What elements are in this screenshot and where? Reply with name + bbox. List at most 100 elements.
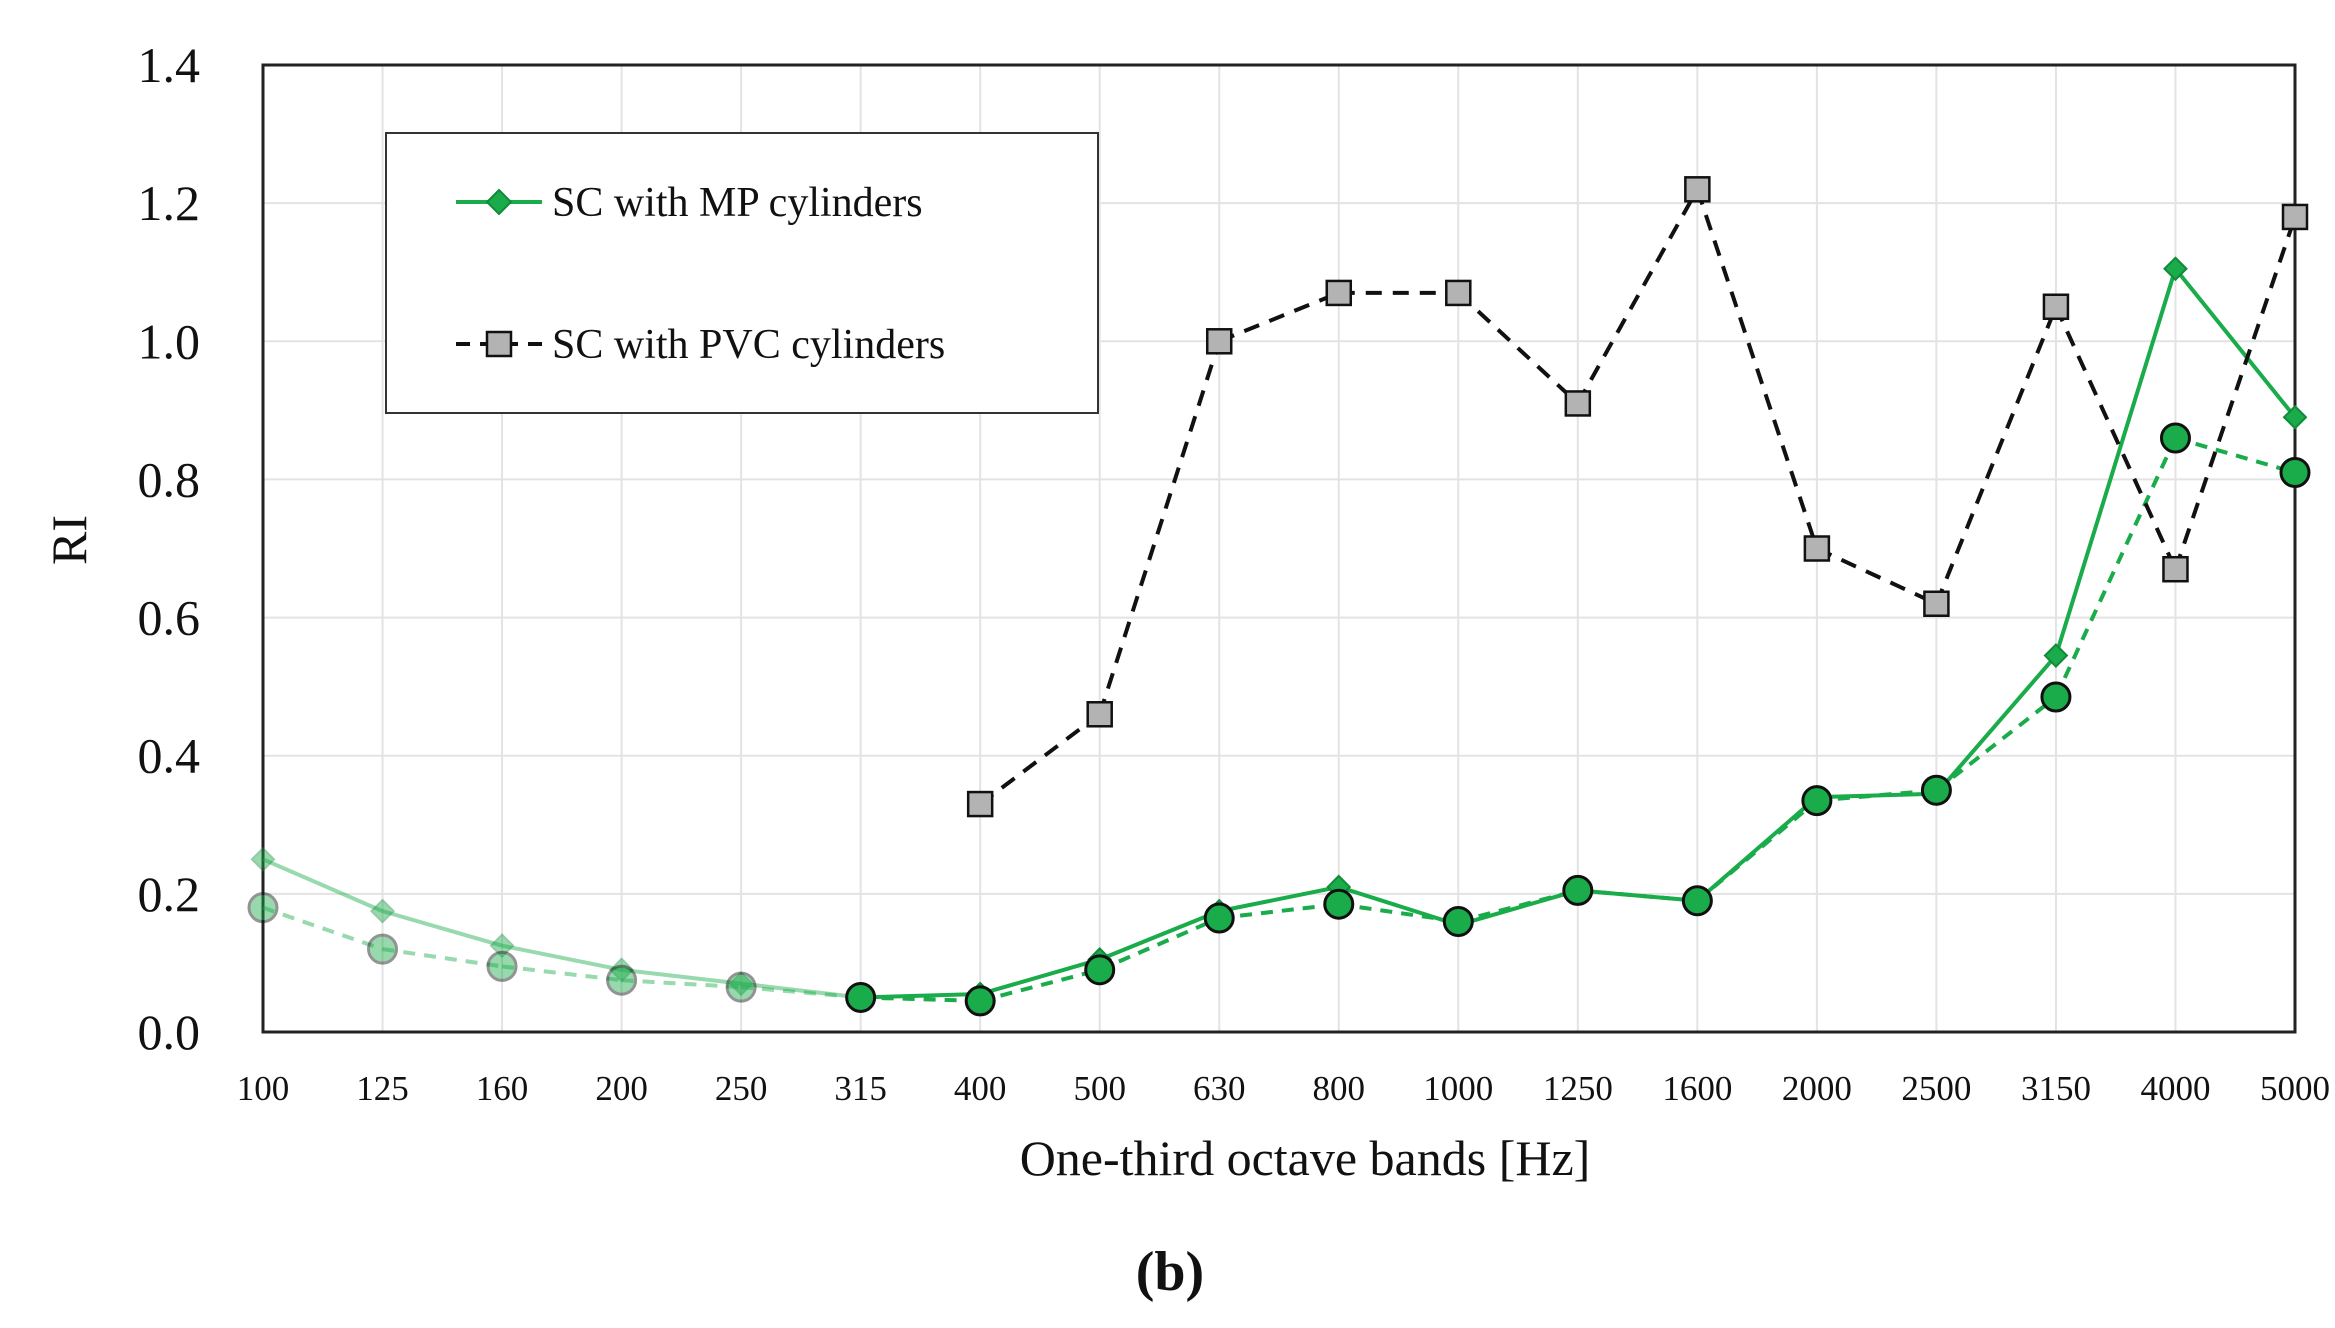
series-line-segment bbox=[1816, 791, 1937, 800]
circle-marker bbox=[1323, 888, 1355, 920]
x-tick-label: 160 bbox=[476, 1069, 529, 1108]
circle-marker bbox=[1920, 774, 1952, 806]
circle-marker bbox=[1681, 885, 1713, 917]
x-tick-label: 200 bbox=[595, 1069, 648, 1108]
series-line-segment bbox=[262, 857, 384, 913]
series-line-segment bbox=[979, 957, 1101, 996]
square-marker bbox=[1325, 279, 1353, 307]
square-marker bbox=[2162, 555, 2189, 583]
circle-marker bbox=[2279, 457, 2311, 489]
circle-marker bbox=[367, 933, 399, 965]
series-line-segment bbox=[501, 964, 622, 983]
series-line-segment bbox=[2054, 437, 2178, 698]
series-line-segment bbox=[979, 967, 1101, 1003]
square-marker bbox=[1205, 328, 1233, 355]
series-line-segment bbox=[860, 992, 981, 1000]
series-line-segment bbox=[740, 981, 861, 1000]
x-tick-label: 125 bbox=[356, 1069, 409, 1108]
series-line-segment bbox=[381, 909, 503, 948]
x-tick-label: 3150 bbox=[2021, 1069, 2091, 1108]
series-line-segment bbox=[2173, 267, 2297, 419]
circle-marker bbox=[606, 964, 638, 996]
square-marker bbox=[1086, 701, 1113, 728]
x-axis-title: One-third octave bands [Hz] bbox=[1020, 1130, 1591, 1186]
x-tick-label: 800 bbox=[1313, 1069, 1366, 1108]
y-tick-label: 0.6 bbox=[138, 590, 201, 646]
y-tick-label: 1.0 bbox=[138, 313, 201, 369]
legend-box bbox=[385, 132, 1099, 414]
circle-marker bbox=[964, 985, 996, 1017]
series-line-segment bbox=[621, 967, 742, 986]
y-axis-ticks: 0.0 0.2 0.4 0.6 0.8 1.0 1.2 1.4 bbox=[138, 37, 201, 1060]
circle-marker bbox=[2040, 681, 2072, 713]
diamond-marker bbox=[609, 957, 635, 983]
series-layer bbox=[247, 176, 2311, 1017]
circle-marker bbox=[725, 971, 757, 1003]
y-tick-label: 1.2 bbox=[138, 175, 201, 231]
square-marker bbox=[2281, 203, 2309, 231]
series-line-segment bbox=[1576, 188, 1700, 405]
series-line-segment bbox=[2174, 436, 2296, 475]
diamond-marker bbox=[2043, 643, 2069, 668]
x-tick-label: 250 bbox=[715, 1069, 768, 1108]
square-marker bbox=[1803, 535, 1831, 562]
circle-marker bbox=[1442, 905, 1474, 937]
series-line-segment bbox=[1338, 885, 1459, 927]
series-line-segment bbox=[2054, 305, 2178, 571]
series-line-segment bbox=[1695, 188, 1819, 550]
square-marker bbox=[2042, 293, 2070, 320]
series-line-segment bbox=[1098, 916, 1221, 972]
series-line-segment bbox=[262, 905, 384, 952]
x-axis-ticks: 100 125 160 200 250 315 400 500 630 800 1000 1250 16… bbox=[237, 1069, 2330, 1108]
square-marker bbox=[1684, 176, 1711, 203]
legend-diamond-marker bbox=[485, 188, 513, 216]
legend-square-marker bbox=[485, 330, 513, 358]
legend: SC with MP cylinders SC with PVC cylinde… bbox=[385, 132, 1099, 414]
series-line-segment bbox=[1218, 884, 1340, 914]
y-tick-label: 1.4 bbox=[138, 37, 201, 93]
square-marker bbox=[966, 790, 994, 818]
series-line-segment bbox=[978, 712, 1101, 806]
series-line-segment bbox=[501, 943, 622, 972]
x-tick-label: 2500 bbox=[1901, 1069, 1971, 1108]
series-line-segment bbox=[1097, 340, 1222, 715]
x-tick-label: 4000 bbox=[2140, 1069, 2210, 1108]
series-2 bbox=[966, 176, 2309, 818]
x-tick-label: 1250 bbox=[1543, 1069, 1613, 1108]
y-tick-label: 0.2 bbox=[138, 866, 201, 922]
circle-marker bbox=[2159, 422, 2191, 454]
circle-marker bbox=[1084, 954, 1116, 986]
square-marker bbox=[1564, 390, 1592, 417]
series-line-segment bbox=[382, 947, 503, 969]
y-axis-title: RI bbox=[41, 515, 97, 565]
legend-label-mp: SC with MP cylinders bbox=[552, 180, 923, 226]
x-tick-label: 1000 bbox=[1423, 1069, 1493, 1108]
x-tick-label: 630 bbox=[1193, 1069, 1246, 1108]
square-marker bbox=[1923, 590, 1950, 618]
x-tick-label: 100 bbox=[237, 1069, 290, 1108]
x-tick-label: 400 bbox=[954, 1069, 1007, 1108]
diamond-marker bbox=[250, 846, 276, 872]
diamond-marker bbox=[728, 971, 754, 997]
series-line-segment bbox=[2173, 216, 2297, 570]
series-line-segment bbox=[1456, 291, 1580, 405]
series-line-segment bbox=[1218, 291, 1340, 344]
square-marker bbox=[1445, 279, 1472, 307]
circle-marker bbox=[1203, 902, 1235, 934]
circle-marker bbox=[845, 981, 877, 1013]
diamond-marker bbox=[370, 898, 395, 924]
legend-label-pvc: SC with PVC cylinders bbox=[552, 322, 945, 368]
x-tick-label: 315 bbox=[834, 1069, 887, 1108]
x-tick-label: 5000 bbox=[2260, 1069, 2330, 1108]
diamond-marker bbox=[2163, 256, 2188, 282]
plot-area-frame bbox=[261, 63, 2297, 1034]
y-tick-label: 0.4 bbox=[138, 728, 201, 784]
series-line-segment bbox=[1816, 546, 1938, 606]
series-line-segment bbox=[1934, 306, 2058, 605]
y-tick-label: 0.0 bbox=[138, 1004, 201, 1060]
circle-marker bbox=[486, 950, 518, 982]
series-line-segment bbox=[1457, 888, 1579, 927]
x-tick-label: 2000 bbox=[1782, 1069, 1852, 1108]
x-tick-label: 1600 bbox=[1662, 1069, 1732, 1108]
